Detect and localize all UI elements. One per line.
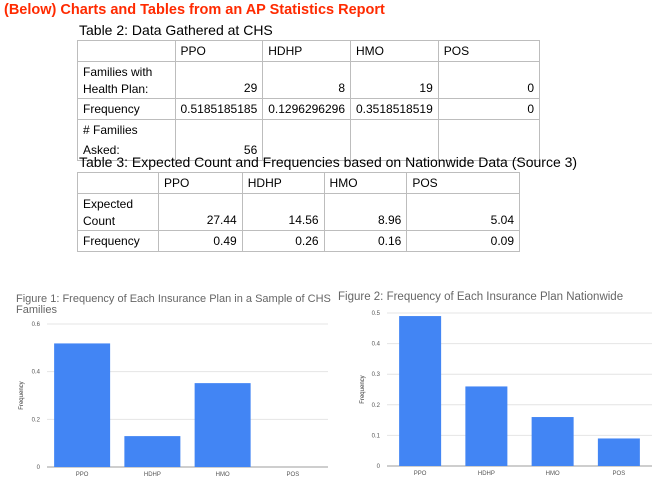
table2-header-blank	[77, 40, 176, 62]
table-cell: 0.1296296296	[262, 98, 351, 120]
x-tick-label: HDHP	[144, 472, 161, 478]
table-cell: 27.44	[157, 193, 243, 231]
table3-header-hdhp: HDHP	[241, 172, 325, 194]
bar-ppo	[54, 343, 111, 467]
table-cell: 0.49	[157, 230, 243, 252]
bar-hmo	[194, 383, 251, 467]
table-cell: 5.04	[406, 193, 520, 231]
table3-header-pos: POS	[406, 172, 520, 194]
report-header: (Below) Charts and Tables from an AP Sta…	[4, 2, 385, 18]
row-label: Frequency	[77, 230, 159, 252]
row-label: Expected Count	[77, 193, 159, 231]
figure2-chart: 0 0.1 0.2 0.3 0.4 0.5 PPO HDHP HMO POS Frequency	[360, 311, 652, 477]
y-tick-label: 0.6	[32, 322, 41, 328]
y-tick-label: 0.4	[32, 370, 41, 376]
table-cell: 8	[262, 61, 351, 99]
table3-caption: Table 3: Expected Count and Frequencies …	[79, 154, 578, 170]
y-tick-label: 0.4	[372, 342, 381, 348]
table3-header-hmo: HMO	[323, 172, 408, 194]
table-cell: 0.16	[323, 230, 408, 252]
y-tick-label: 0.2	[32, 417, 41, 423]
table-cell	[437, 119, 541, 161]
bar-hmo	[531, 417, 574, 466]
bar-pos	[597, 438, 640, 466]
y-tick-label: 0.3	[372, 372, 381, 378]
y-tick-label: 0.1	[372, 433, 381, 439]
table3-header-row: PPO HDHP HMO POS	[77, 172, 520, 194]
y-tick-label: 0	[37, 465, 41, 471]
figure2-title: Figure 2: Frequency of Each Insurance Pl…	[338, 291, 624, 303]
table-cell: 56	[174, 119, 264, 161]
table-cell: 14.56	[241, 193, 325, 231]
x-tick-label: PPO	[414, 471, 427, 477]
bar-ppo	[399, 316, 442, 466]
table3-header-blank	[77, 172, 159, 194]
table2-header-hdhp: HDHP	[262, 40, 351, 62]
bar-hdhp	[465, 386, 508, 466]
table-row: # Families Asked: 56	[77, 119, 541, 161]
row-label: Families with Health Plan:	[77, 61, 176, 99]
table-cell	[350, 119, 439, 161]
table-cell: 0.5185185185	[174, 98, 264, 120]
y-tick-label: 0.5	[372, 311, 381, 317]
table-cell: 19	[350, 61, 439, 99]
table-row: Families with Health Plan: 29 8 19 0	[77, 61, 541, 99]
y-tick-label: 0.2	[372, 403, 381, 409]
table2-caption: Table 2: Data Gathered at CHS	[79, 22, 273, 38]
table2-header-row: PPO HDHP HMO POS	[77, 40, 541, 62]
table-cell: 29	[174, 61, 264, 99]
table-row: Frequency 0.5185185185 0.1296296296 0.35…	[77, 98, 541, 120]
figure1-chart: 0 0.2 0.4 0.6 PPO HDHP HMO POS Frequency	[19, 322, 328, 478]
table2-header-hmo: HMO	[350, 40, 439, 62]
x-tick-label: POS	[613, 471, 626, 477]
table-cell: 0.09	[406, 230, 520, 252]
x-tick-label: PPO	[76, 472, 89, 478]
table3: PPO HDHP HMO POS Expected Count 27.44 14…	[77, 172, 520, 252]
row-label: Frequency	[77, 98, 176, 120]
x-tick-label: POS	[287, 472, 300, 478]
table2-header-ppo: PPO	[174, 40, 264, 62]
bar-hdhp	[124, 436, 181, 467]
table-row: Expected Count 27.44 14.56 8.96 5.04	[77, 193, 520, 231]
y-axis-label: Frequency	[19, 381, 25, 409]
y-axis-label: Frequency	[360, 375, 366, 403]
table3-header-ppo: PPO	[157, 172, 243, 194]
table-cell	[262, 119, 351, 161]
table-cell: 0.26	[241, 230, 325, 252]
x-tick-label: HDHP	[478, 471, 495, 477]
x-tick-label: HMO	[546, 471, 560, 477]
table-cell: 0	[437, 61, 541, 99]
table-cell: 0.3518518519	[350, 98, 439, 120]
row-label: # Families Asked:	[77, 119, 176, 161]
table2-header-pos: POS	[437, 40, 541, 62]
table-cell: 0	[437, 98, 541, 120]
x-tick-label: HMO	[216, 472, 230, 478]
table-row: Frequency 0.49 0.26 0.16 0.09	[77, 230, 520, 252]
figure1-title: Figure 1: Frequency of Each Insurance Pl…	[16, 293, 331, 316]
y-tick-label: 0	[377, 464, 381, 470]
table2: PPO HDHP HMO POS Families with Health Pl…	[77, 40, 541, 161]
table-cell: 8.96	[323, 193, 408, 231]
